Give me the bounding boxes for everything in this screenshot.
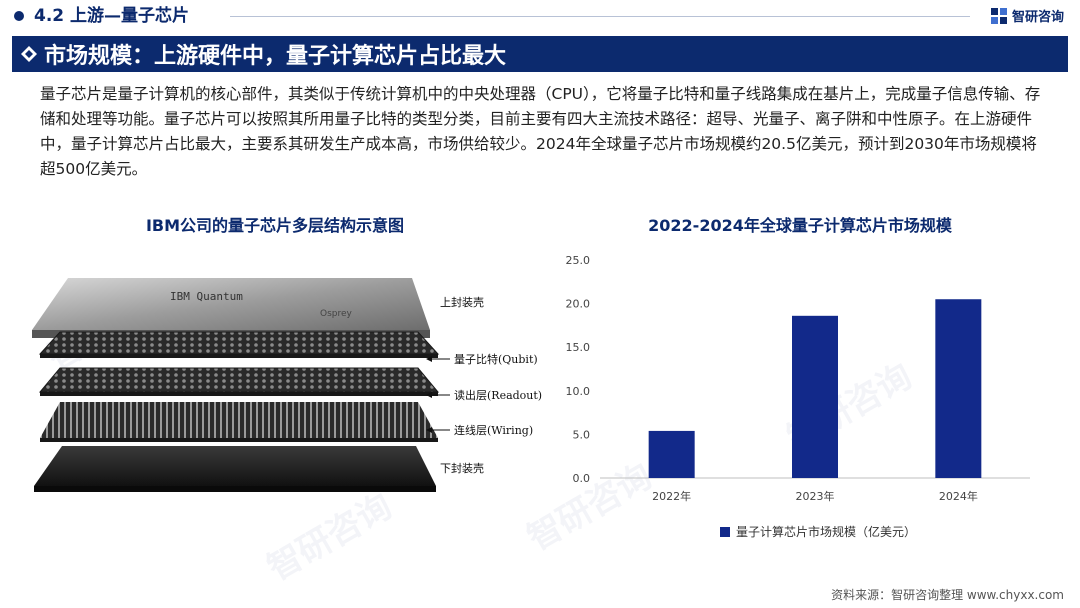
- brand-logo-icon: [990, 7, 1007, 24]
- page-title: 市场规模：上游硬件中，量子计算芯片占比最大: [44, 44, 507, 69]
- layer-label: 读出层(Readout): [454, 388, 542, 402]
- chart-legend: 量子计算芯片市场规模（亿美元）: [720, 523, 916, 540]
- chip-model-text: Osprey: [320, 309, 353, 319]
- bullet-icon: [14, 11, 24, 21]
- section-label: 4.2 上游—量子芯片: [34, 6, 190, 26]
- source-note: 资料来源：智研咨询整理 www.chyxx.com: [831, 588, 1064, 602]
- x-tick-label: 2024年: [939, 489, 978, 503]
- layer-label: 连线层(Wiring): [454, 423, 533, 437]
- chip-brand-text: IBM Quantum: [170, 290, 243, 303]
- bar: [935, 299, 982, 478]
- top-lid-layer: IBM Quantum Osprey: [32, 278, 430, 338]
- readout-layer: [38, 367, 440, 396]
- bottom-shell-layer: [34, 446, 436, 492]
- bar: [648, 430, 695, 478]
- wiring-layer: [40, 402, 438, 442]
- arrow-head-icon: [426, 427, 432, 433]
- intro-paragraph: 量子芯片是量子计算机的核心部件，其类似于传统计算机中的中央处理器（CPU），它将…: [40, 85, 1041, 178]
- layer-label: 上封装壳: [440, 295, 484, 309]
- y-tick-label: 15.0: [566, 341, 591, 354]
- y-tick-label: 5.0: [573, 428, 591, 441]
- brand-name: 智研咨询: [1011, 10, 1064, 25]
- y-tick-label: 10.0: [566, 385, 591, 398]
- diamond-icon: [21, 46, 37, 62]
- legend-label: 量子计算芯片市场规模（亿美元）: [736, 525, 917, 539]
- layer-label: 下封装壳: [440, 461, 484, 475]
- layer-label: 量子比特(Qubit): [454, 352, 538, 366]
- y-tick-label: 20.0: [566, 298, 591, 311]
- bar-chart: 0.0 5.0 10.0 15.0 20.0 25.0 2022年 2023年 2024年: [566, 254, 1030, 503]
- legend-swatch: [720, 526, 730, 537]
- arrow-head-icon: [426, 356, 432, 362]
- divider: [230, 16, 970, 17]
- y-tick-label: 0.0: [573, 472, 591, 485]
- brand: 智研咨询: [990, 6, 1064, 25]
- arrow-head-icon: [426, 392, 432, 398]
- chip-layers-diagram: IBM Quantum Osprey 上封装壳 量子比特(Qubit) 读出层(…: [32, 278, 542, 492]
- figure-title: IBM公司的量子芯片多层结构示意图: [145, 216, 405, 235]
- x-tick-label: 2022年: [652, 489, 691, 503]
- chart-title: 2022-2024年全球量子计算芯片市场规模: [648, 216, 952, 235]
- title-band: 市场规模：上游硬件中，量子计算芯片占比最大: [12, 36, 1068, 72]
- bar: [792, 315, 838, 478]
- top-bar: 4.2 上游—量子芯片 智研咨询: [0, 0, 1080, 34]
- qubit-layer: [38, 331, 440, 358]
- x-tick-label: 2023年: [796, 489, 835, 503]
- y-tick-label: 25.0: [566, 254, 591, 267]
